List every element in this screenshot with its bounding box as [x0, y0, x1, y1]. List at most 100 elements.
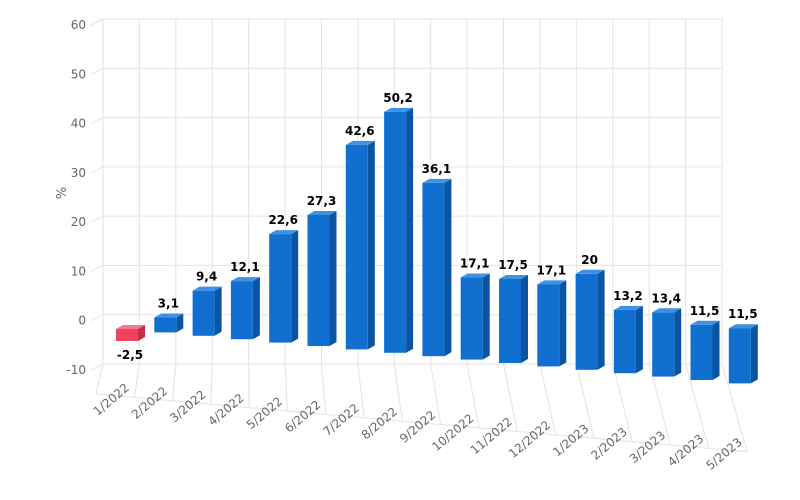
y-tick-label: 20	[71, 215, 86, 229]
bar	[307, 210, 337, 346]
x-tick-label: 4/2022	[205, 391, 246, 429]
gridline-side	[90, 18, 104, 26]
gridline-floor	[172, 363, 177, 401]
gridline-floor	[539, 363, 557, 435]
x-tick-label: 5/2023	[703, 435, 744, 473]
gridline-floor	[393, 363, 403, 422]
x-tick-label: 4/2023	[665, 432, 706, 470]
bar	[575, 269, 605, 370]
bar-front	[537, 284, 560, 367]
bar-front	[652, 312, 675, 377]
gridline-floor	[430, 363, 442, 425]
bar	[230, 277, 260, 340]
bar-top	[384, 107, 414, 112]
bar-side	[482, 273, 490, 360]
floor-front-edge	[95, 393, 748, 453]
bar-front	[154, 317, 177, 333]
bar	[690, 320, 720, 380]
y-tick-label: 10	[71, 264, 86, 278]
x-tick-label: 5/2022	[244, 394, 285, 432]
gridline-side	[90, 314, 104, 322]
data-label: 11,5	[728, 307, 758, 321]
bar	[652, 308, 682, 377]
data-label: 42,6	[345, 124, 375, 138]
x-tick-label: 6/2022	[282, 398, 323, 436]
bar-front	[384, 111, 407, 353]
gridline-floor	[95, 363, 104, 395]
bar-top	[192, 286, 222, 291]
data-label: 17,1	[536, 263, 566, 277]
data-label: 36,1	[422, 162, 452, 176]
y-tick-label: 30	[71, 166, 86, 180]
bar-front	[422, 182, 445, 357]
gridline-floor	[210, 363, 213, 405]
y-axis-title: %	[55, 187, 70, 199]
bar-side	[291, 230, 299, 343]
bar	[422, 178, 452, 357]
gridline-side	[90, 67, 104, 75]
gridline-floor	[133, 363, 140, 398]
bar-front	[230, 281, 253, 340]
x-tick-label: 1/2022	[91, 381, 132, 419]
data-label: 17,1	[460, 257, 490, 271]
gridline-floor	[284, 363, 288, 412]
gridline-floor	[612, 363, 633, 442]
y-tick-label: 60	[71, 18, 86, 32]
bar-top	[499, 275, 528, 279]
data-label: 17,5	[498, 258, 528, 272]
bar-top	[460, 273, 490, 278]
data-label: -2,5	[117, 348, 143, 362]
bar-front	[728, 328, 751, 384]
bar-side	[176, 313, 184, 333]
y-tick-label: -10	[66, 363, 86, 377]
gridline-floor	[466, 363, 480, 429]
y-tick-label: 0	[78, 314, 86, 328]
data-label: 9,4	[196, 270, 217, 284]
bar-top	[728, 324, 758, 329]
bar-front	[690, 324, 713, 380]
bar	[154, 313, 184, 333]
bar-side	[406, 107, 414, 353]
gridline-floor	[248, 363, 250, 408]
gridline-side	[90, 117, 104, 125]
data-label: 13,4	[651, 291, 681, 305]
gridline-side	[90, 215, 104, 223]
data-label: 27,3	[307, 194, 337, 208]
gridline-floor	[721, 363, 748, 452]
bar-front	[575, 273, 598, 370]
bar-side	[214, 286, 222, 336]
bar-top	[307, 210, 337, 215]
data-label: 13,2	[613, 289, 643, 303]
data-labels: -2,5 3,1 9,4 12,1 22,6 27,3 42,6 50,2 36,1 17,1 17…	[117, 91, 758, 362]
bars	[116, 107, 758, 384]
bar-side	[559, 280, 567, 367]
gridline-floor	[320, 363, 327, 415]
bar	[345, 140, 375, 350]
data-label: 3,1	[158, 297, 179, 311]
bar-side	[635, 305, 643, 374]
grid	[90, 18, 748, 453]
x-tick-label: 2/2023	[588, 425, 629, 463]
gridline-floor	[357, 363, 365, 418]
bar-top	[575, 269, 605, 274]
bar-top	[230, 277, 260, 282]
y-tick-label: 50	[71, 67, 86, 81]
bar-top	[345, 140, 375, 145]
bar-side	[444, 178, 452, 357]
bar-top	[690, 320, 720, 325]
data-label: 11,5	[690, 304, 720, 318]
bar	[384, 107, 414, 353]
bar-side	[750, 324, 758, 384]
data-label: 50,2	[383, 91, 413, 105]
bar-front	[269, 234, 292, 343]
bar-front	[499, 279, 521, 363]
x-tick-label: 3/2023	[627, 428, 668, 466]
bar-front	[613, 309, 636, 374]
bar	[116, 325, 145, 341]
bar-side	[329, 210, 337, 346]
bar-side	[252, 277, 260, 340]
y-tick-label: 40	[71, 117, 86, 131]
x-tick-label: 7/2022	[320, 401, 361, 439]
bar-top	[116, 325, 145, 329]
bar-front	[307, 214, 330, 346]
